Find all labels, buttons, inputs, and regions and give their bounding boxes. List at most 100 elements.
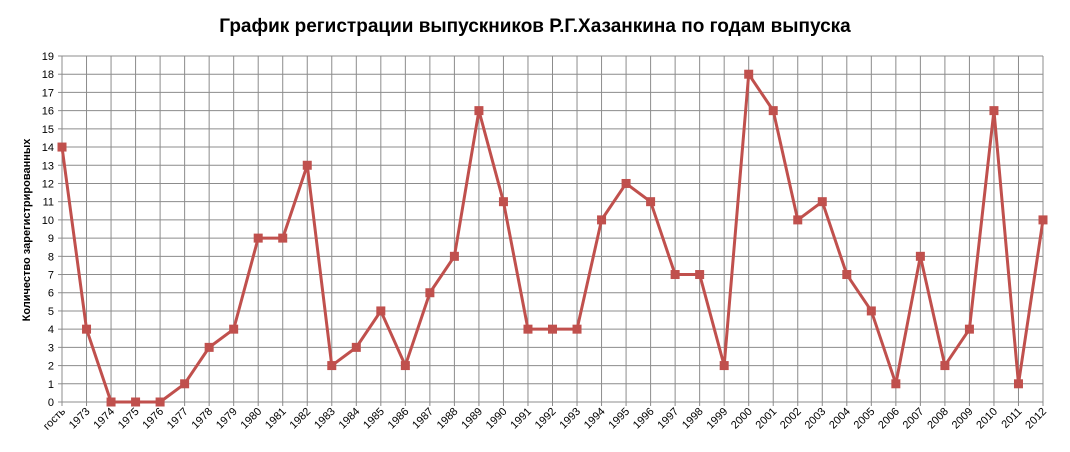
x-tick-label: 2006: [876, 406, 902, 432]
data-point: [817, 197, 827, 207]
data-point: [302, 160, 312, 170]
data-point: [180, 379, 190, 389]
x-tick-label: 2009: [950, 406, 976, 432]
x-tick-label: 1979: [214, 406, 240, 432]
data-point: [940, 361, 950, 371]
data-point: [572, 324, 582, 334]
data-point: [449, 251, 459, 261]
data-point: [695, 270, 705, 280]
x-tick-label: 1998: [680, 406, 706, 432]
y-tick-label: 0: [48, 397, 54, 409]
data-point: [400, 361, 410, 371]
y-tick-label: 13: [42, 160, 54, 172]
x-tick-label: 1989: [459, 406, 485, 432]
data-point: [351, 342, 361, 352]
x-tick-label: 2001: [754, 406, 780, 432]
y-tick-label: 11: [43, 197, 54, 209]
x-tick-label: 1993: [557, 406, 583, 432]
data-point: [597, 215, 607, 225]
data-point: [425, 288, 435, 298]
x-tick-label: 1981: [263, 406, 289, 432]
x-tick-label: 1975: [116, 406, 142, 432]
x-tick-label: 1982: [288, 406, 314, 432]
x-tick-label: 2012: [1023, 406, 1049, 432]
data-point: [866, 306, 876, 316]
y-tick-label: 15: [42, 124, 54, 136]
x-tick-label: гость: [41, 405, 68, 432]
x-tick-label: 1973: [67, 406, 93, 432]
x-tick-label: 1996: [631, 406, 657, 432]
data-point: [646, 197, 656, 207]
data-point: [670, 270, 680, 280]
x-tick-label: 1995: [606, 406, 632, 432]
data-point: [229, 324, 239, 334]
y-tick-label: 6: [48, 288, 54, 300]
y-tick-label: 19: [42, 51, 54, 63]
x-tick-label: 2008: [925, 406, 951, 432]
data-point: [498, 197, 508, 207]
data-point: [842, 270, 852, 280]
y-tick-label: 1: [48, 379, 54, 391]
x-tick-label: 1976: [140, 406, 166, 432]
data-point: [474, 106, 484, 116]
data-point: [989, 106, 999, 116]
grid-lines: [58, 55, 1044, 406]
x-tick-label: 2004: [827, 406, 853, 432]
data-point: [57, 142, 67, 152]
x-tick-label: 1987: [410, 406, 436, 432]
data-point: [204, 342, 214, 352]
x-tick-label: 2002: [778, 406, 804, 432]
data-point: [621, 178, 631, 188]
data-point: [131, 397, 141, 407]
data-point: [327, 361, 337, 371]
x-tick-labels: гость19731974197519761977197819791980198…: [41, 405, 1049, 432]
y-tick-label: 7: [48, 270, 54, 282]
data-point: [376, 306, 386, 316]
data-point: [768, 106, 778, 116]
y-tick-label: 10: [42, 215, 54, 227]
data-point: [915, 251, 925, 261]
data-point: [523, 324, 533, 334]
x-tick-label: 1980: [239, 406, 265, 432]
x-tick-label: 1978: [189, 406, 215, 432]
x-tick-label: 2010: [974, 406, 1000, 432]
data-point: [155, 397, 165, 407]
data-point: [793, 215, 803, 225]
data-point: [548, 324, 557, 334]
y-tick-label: 12: [42, 178, 54, 190]
data-point: [744, 69, 754, 79]
y-tick-label: 14: [42, 142, 54, 154]
series-markers: [57, 69, 1048, 407]
data-point: [106, 397, 116, 407]
y-tick-label: 8: [48, 251, 54, 263]
x-tick-label: 1999: [704, 406, 730, 432]
x-tick-label: 1997: [655, 406, 681, 432]
y-tick-label: 18: [42, 69, 54, 81]
x-tick-label: 1986: [386, 406, 412, 432]
y-tick-label: 9: [48, 233, 54, 245]
x-tick-label: 1992: [533, 406, 559, 432]
x-tick-label: 2011: [999, 406, 1024, 431]
data-point: [719, 361, 729, 371]
x-tick-label: 1974: [91, 406, 117, 432]
chart-title: График регистрации выпускников Р.Г.Хазан…: [219, 16, 851, 37]
x-tick-label: 1977: [165, 406, 191, 432]
y-tick-label: 4: [48, 324, 54, 336]
data-point: [82, 324, 92, 334]
data-point: [1038, 215, 1048, 225]
x-tick-label: 1988: [435, 406, 461, 432]
x-tick-label: 2007: [901, 406, 927, 432]
x-tick-label: 1990: [484, 406, 510, 432]
x-tick-label: 1984: [337, 406, 363, 432]
data-point: [964, 324, 974, 334]
y-tick-label: 2: [48, 361, 54, 373]
x-tick-label: 2000: [729, 406, 755, 432]
y-tick-label: 5: [48, 306, 54, 318]
x-tick-label: 2005: [852, 406, 878, 432]
x-tick-label: 2003: [803, 406, 829, 432]
data-point: [278, 233, 288, 243]
y-tick-label: 17: [42, 87, 54, 99]
